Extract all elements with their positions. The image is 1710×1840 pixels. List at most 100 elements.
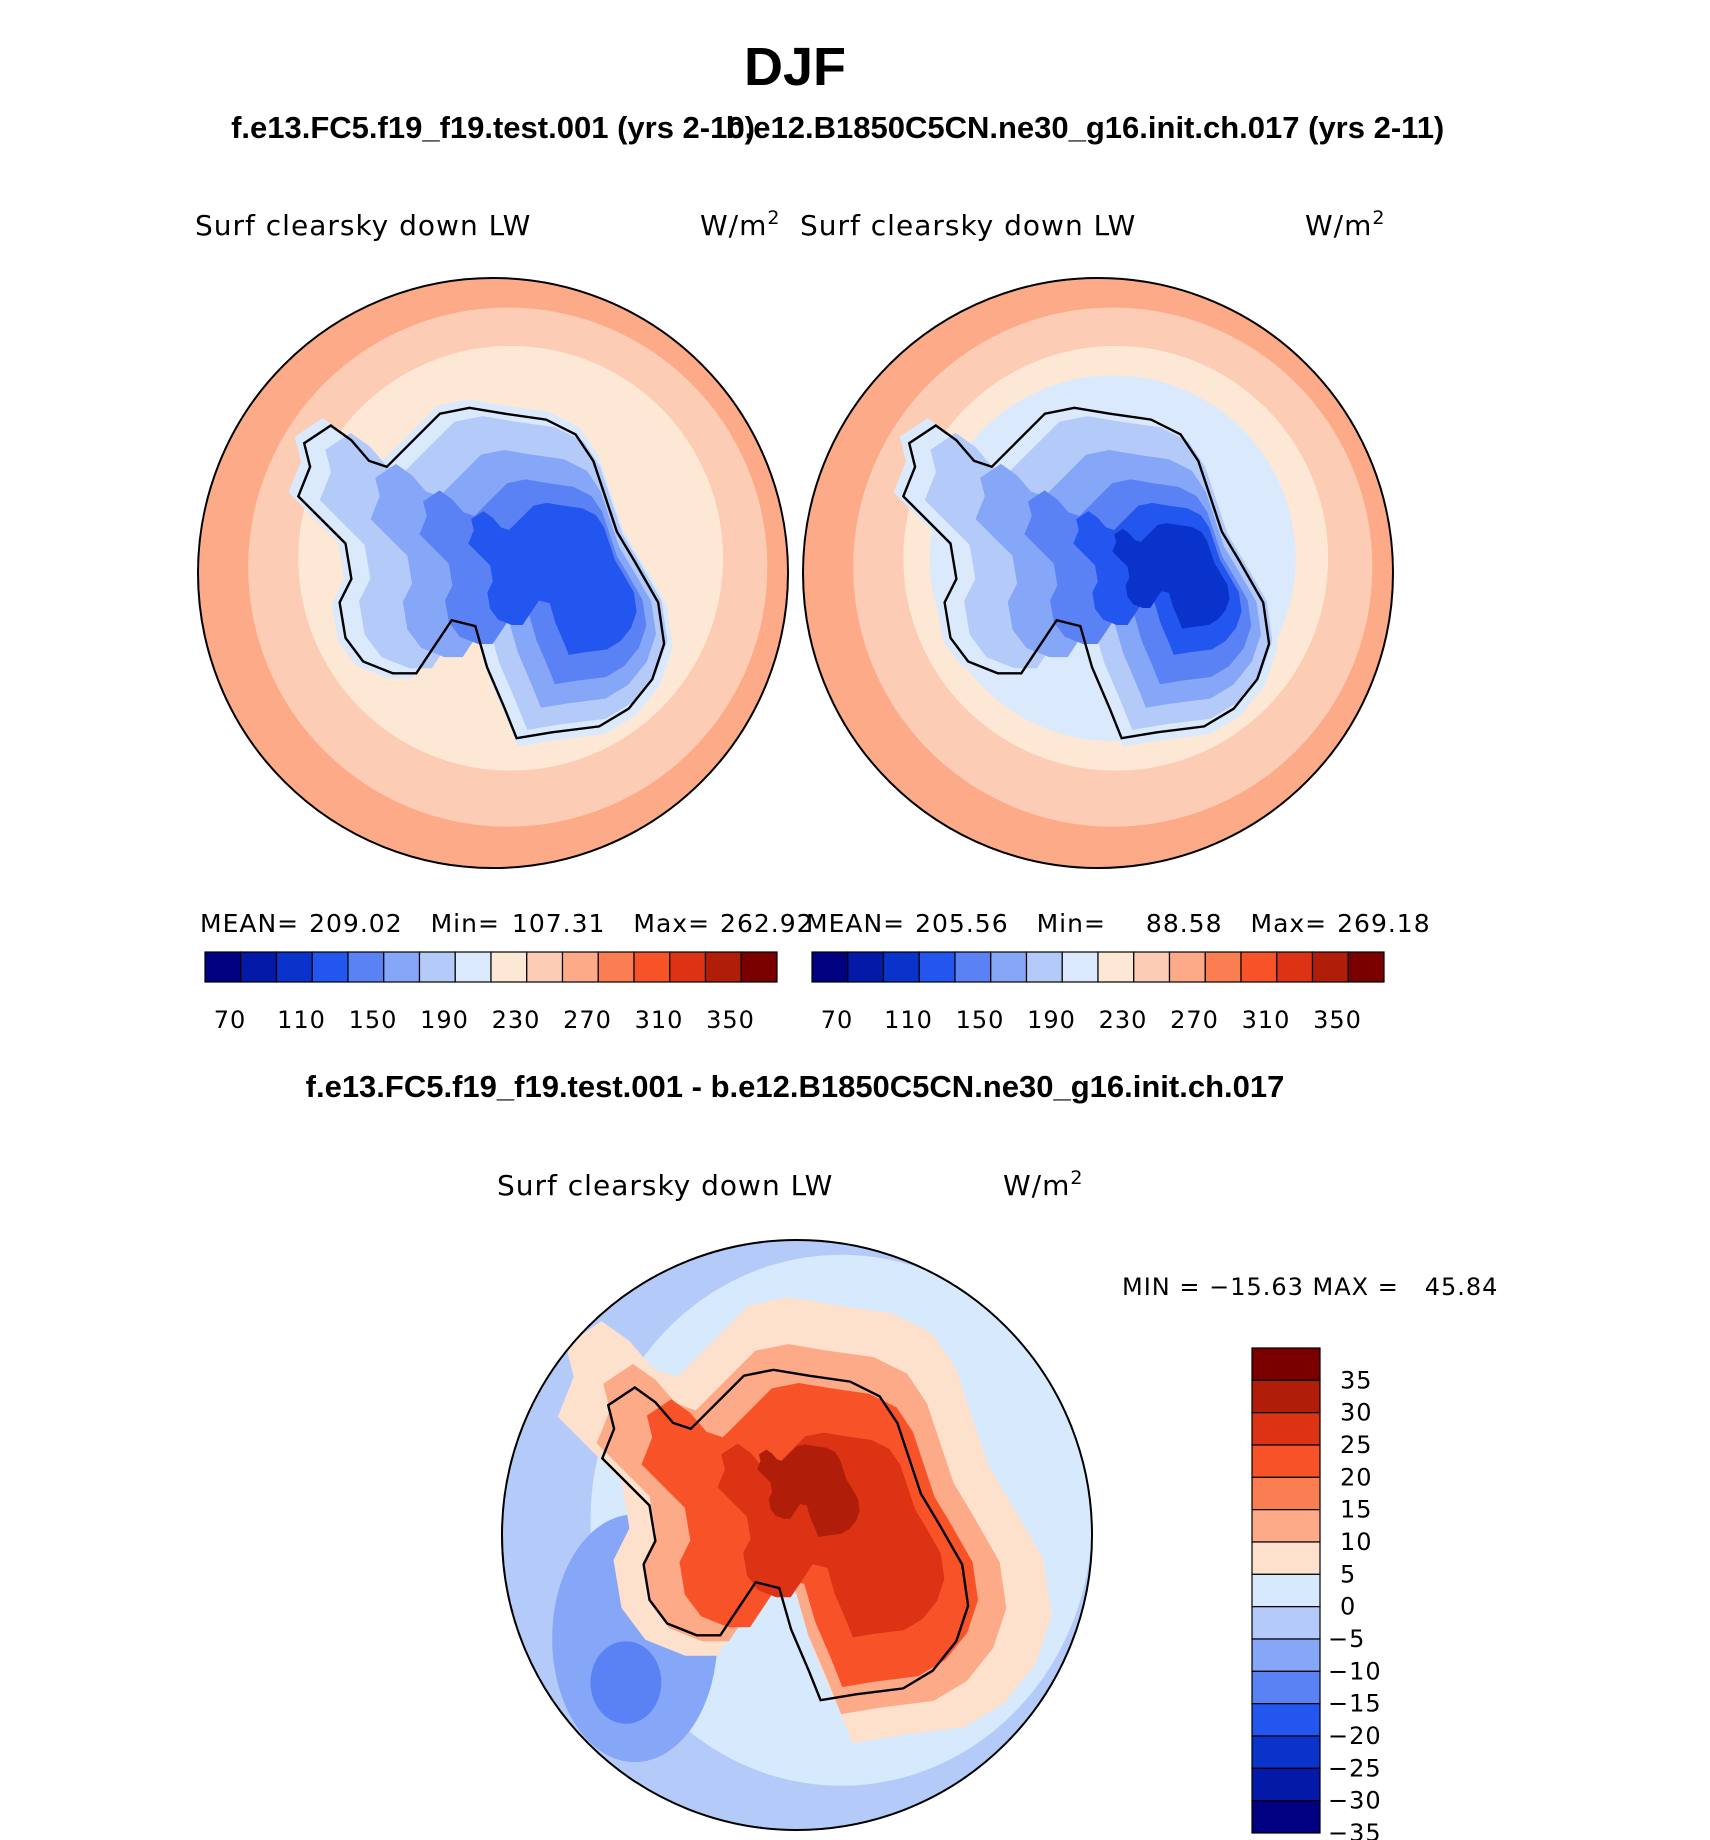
diff-colorbar-tick-label: −35 — [1328, 1819, 1382, 1840]
panel-1-units-exp: 2 — [767, 207, 780, 229]
panel-1-min-label: Min= — [431, 909, 500, 938]
season-title: DJF — [744, 37, 846, 97]
colorbar-tick-label: 310 — [1242, 1006, 1291, 1034]
colorbar-box — [597, 951, 635, 983]
diff-colorbar-tick-label: −20 — [1328, 1722, 1382, 1750]
colorbar-tick-label: 270 — [1170, 1006, 1219, 1034]
diff-colorbar-tick-label: 30 — [1340, 1399, 1373, 1427]
panel-1-max-value: 262.92 — [720, 909, 813, 938]
colorbar-tick-label: 230 — [1099, 1006, 1148, 1034]
diff-colorbar-box — [1251, 1735, 1321, 1769]
colorbar-box — [561, 951, 599, 983]
panel-1-case-title: f.e13.FC5.f19_f19.test.001 (yrs 2-10) — [231, 110, 755, 145]
diff-title: f.e13.FC5.f19_f19.test.001 - b.e12.B1850… — [306, 1069, 1285, 1104]
colorbar-tick-label: 190 — [420, 1006, 469, 1034]
diff-units-base: W/m — [1003, 1169, 1070, 1202]
colorbar-box — [1168, 951, 1206, 983]
colorbar-box — [418, 951, 456, 983]
panel-1-units: W/m2 — [700, 207, 781, 242]
panel-2-mean-value: 205.56 — [915, 909, 1008, 938]
colorbar-box — [704, 951, 742, 983]
diff-colorbar: 35 30 25 20 15 10 5 0 −5 −10 −15 −20 −25 −30 −35 — [1251, 1347, 1382, 1840]
panel-2-case-title: b.e12.B1850C5CN.ne30_g16.init.ch.017 (yr… — [726, 110, 1445, 145]
diff-colorbar-tick-label: 0 — [1340, 1593, 1356, 1621]
diff-colorbar-box — [1251, 1703, 1321, 1737]
colorbar-box — [954, 951, 992, 983]
diff-colorbar-box — [1251, 1347, 1321, 1381]
panel-1-units-base: W/m — [700, 209, 767, 242]
colorbar-tick-label: 350 — [706, 1006, 755, 1034]
colorbar-tick-label: 350 — [1313, 1006, 1362, 1034]
diff-colorbar-box — [1251, 1444, 1321, 1478]
colorbar-tick-label: 270 — [563, 1006, 612, 1034]
panel-1-max-label: Max= — [633, 909, 710, 938]
colorbar-box — [1276, 951, 1314, 983]
colorbar-tick-label: 110 — [884, 1006, 933, 1034]
diff-colorbar-box — [1251, 1606, 1321, 1640]
diff-field — [502, 1240, 1092, 1830]
colorbar-box — [526, 951, 564, 983]
colorbar-tick-label: 190 — [1027, 1006, 1076, 1034]
colorbar-box — [1025, 951, 1063, 983]
diff-colorbar-tick-label: 20 — [1340, 1463, 1373, 1491]
colorbar-box — [275, 951, 313, 983]
panel-2-max-label: Max= — [1251, 909, 1328, 938]
colorbar-box — [918, 951, 956, 983]
colorbar-tick-label: 230 — [492, 1006, 541, 1034]
diff-colorbar-box — [1251, 1638, 1321, 1672]
panel-1-variable-label: Surf clearsky down LW — [195, 209, 531, 242]
coastline — [901, 406, 1271, 740]
diff-colorbar-box — [1251, 1541, 1321, 1575]
colorbar-box — [882, 951, 920, 983]
map-boundary — [197, 277, 789, 869]
colorbar-box — [204, 951, 242, 983]
colorbar-box — [1133, 951, 1171, 983]
panel-2-units-base: W/m — [1305, 209, 1372, 242]
diff-polar-map — [501, 1239, 1093, 1831]
colorbar-box — [669, 951, 707, 983]
colorbar-tick-label: 110 — [277, 1006, 326, 1034]
diff-colorbar-box — [1251, 1670, 1321, 1705]
diff-land-warmest — [757, 1444, 860, 1537]
diff-colorbar-tick-label: 25 — [1340, 1431, 1373, 1459]
panel-2-units-exp: 2 — [1372, 207, 1385, 229]
colorbar-box — [990, 951, 1028, 983]
ice-level-4 — [468, 502, 637, 655]
colorbar-box — [1347, 951, 1385, 983]
colorbar-tick-label: 70 — [821, 1006, 854, 1034]
diff-units: W/m2 — [1003, 1167, 1084, 1202]
diff-ocean-anomaly-core — [590, 1641, 662, 1724]
panel-2-polar-map — [802, 277, 1394, 869]
diff-colorbar-box — [1251, 1379, 1321, 1414]
diff-colorbar-tick-label: −30 — [1328, 1787, 1382, 1815]
panel-2-colorbar: 70 110 150 190 230 270 310 350 — [811, 951, 1385, 1034]
panel-2-units: W/m2 — [1305, 207, 1386, 242]
colorbar-box — [811, 951, 849, 983]
diff-variable-label: Surf clearsky down LW — [497, 1169, 833, 1202]
coastline — [296, 406, 666, 740]
colorbar-box — [383, 951, 421, 983]
diff-colorbar-tick-label: 10 — [1340, 1528, 1373, 1556]
panel-1-min-value: 107.31 — [512, 909, 605, 938]
diff-colorbar-tick-label: 5 — [1340, 1560, 1356, 1588]
diff-coastline — [600, 1368, 970, 1702]
colorbar-tick-label: 150 — [349, 1006, 398, 1034]
diff-colorbar-tick-label: 35 — [1340, 1366, 1373, 1394]
diff-colorbar-tick-label: −25 — [1328, 1754, 1382, 1782]
panel-2-mean-label: MEAN= — [806, 909, 905, 938]
colorbar-box — [1061, 951, 1099, 983]
diff-colorbar-box — [1251, 1573, 1321, 1608]
panel-2-min-value: 88.58 — [1146, 909, 1223, 938]
diff-colorbar-box — [1251, 1476, 1321, 1511]
diff-colorbar-tick-label: 15 — [1340, 1496, 1373, 1524]
ice-level-5 — [1112, 523, 1230, 629]
colorbar-tick-label: 310 — [635, 1006, 684, 1034]
colorbar-box — [240, 951, 278, 983]
colorbar-box — [1240, 951, 1278, 983]
diff-colorbar-tick-label: −5 — [1328, 1625, 1365, 1653]
map-boundary — [802, 277, 1394, 869]
colorbar-box — [1097, 951, 1135, 983]
colorbar-box — [633, 951, 671, 983]
colorbar-box — [1311, 951, 1349, 983]
colorbar-tick-label: 150 — [956, 1006, 1005, 1034]
